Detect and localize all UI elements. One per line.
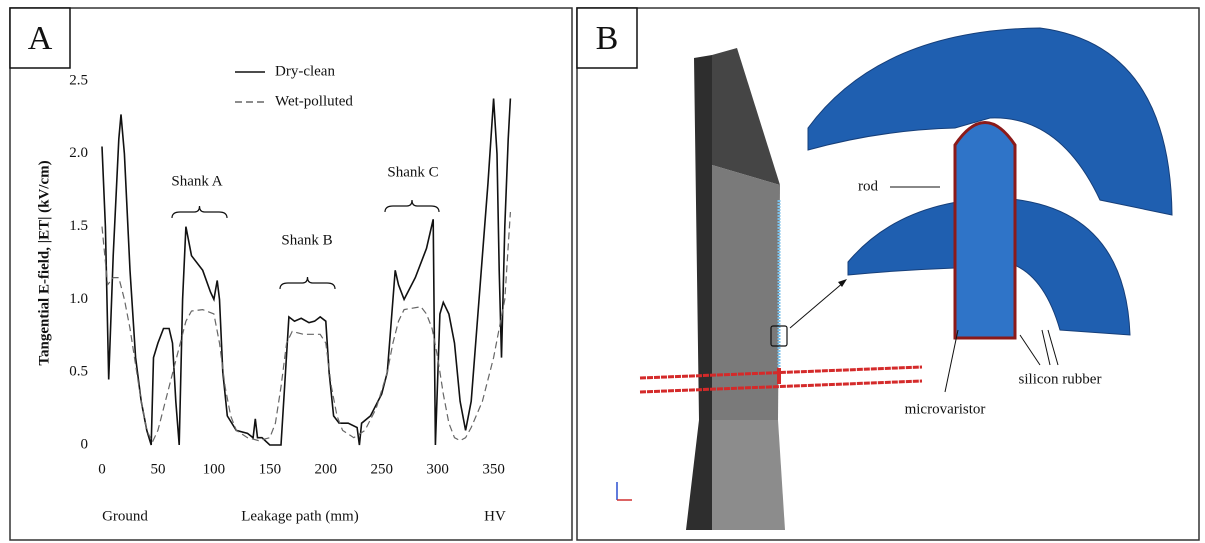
x-tick-label: 0	[98, 461, 106, 477]
legend-label: Wet-polluted	[275, 93, 353, 109]
diagram: rod microvaristor silicon rubber	[617, 28, 1172, 530]
brace	[280, 277, 335, 289]
diagram-label: silicon rubber	[1019, 371, 1102, 387]
brace	[385, 200, 439, 212]
series-line	[102, 99, 510, 446]
y-tick-label: 2.5	[69, 72, 88, 88]
annotation: Shank C	[387, 164, 438, 180]
x-end-label: HV	[484, 508, 506, 524]
y-tick-label: 0	[81, 436, 89, 452]
panel-label: B	[596, 20, 619, 57]
diagram-label: microvaristor	[905, 401, 986, 417]
arrow	[790, 282, 844, 328]
tower-face	[712, 165, 780, 420]
x-tick-label: 150	[259, 461, 282, 477]
x-tick-label: 250	[370, 461, 393, 477]
annotation: Shank A	[171, 173, 222, 189]
panel-frame	[10, 8, 572, 540]
y-tick-label: 1.0	[69, 291, 88, 307]
arrow	[1048, 330, 1058, 365]
arrow	[1020, 335, 1040, 365]
figure: A B rod microvaristor silicon rubber 0 0.…	[0, 0, 1205, 543]
legend-label: Dry-clean	[275, 63, 335, 79]
x-tick-label: 350	[482, 461, 505, 477]
x-tick-label: 50	[150, 461, 165, 477]
x-end-label: Ground	[102, 508, 148, 524]
y-axis-label: Tangential E-field, |ET| (kV/cm)	[36, 160, 52, 365]
y-tick-label: 2.0	[69, 145, 88, 161]
arrow	[945, 330, 958, 392]
x-axis-label: Leakage path (mm)	[241, 508, 358, 524]
diagram-label: rod	[858, 178, 878, 194]
panel-label: A	[28, 20, 53, 57]
rod	[955, 123, 1015, 339]
page: {"panel_labels": ["A", "B"], "chart_data…	[0, 0, 1205, 543]
y-tick-label: 1.5	[69, 218, 88, 234]
x-tick-label: 100	[203, 461, 226, 477]
y-tick-label: 0.5	[69, 364, 88, 380]
tower-face	[686, 55, 712, 530]
x-tick-label: 200	[315, 461, 338, 477]
brace	[172, 206, 227, 218]
tower-face	[712, 48, 780, 185]
x-tick-label: 300	[426, 461, 449, 477]
tower-face	[712, 420, 785, 530]
annotation: Shank B	[281, 232, 332, 248]
arrow	[1042, 330, 1050, 365]
